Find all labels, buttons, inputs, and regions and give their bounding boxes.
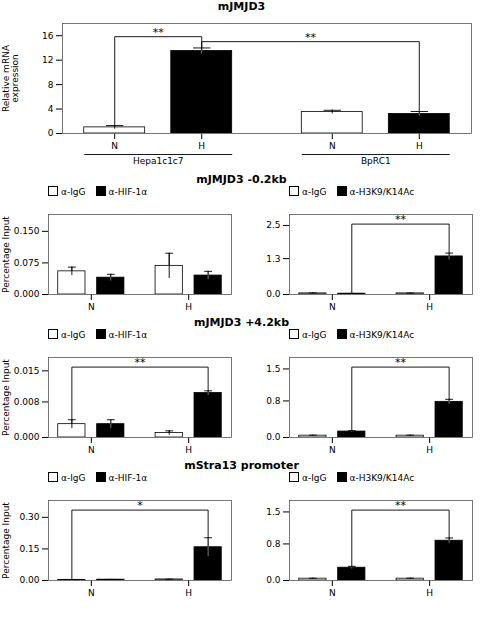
svg-text:0.075: 0.075: [14, 258, 40, 268]
html-text:mJMJD3 -0.2kb: mJMJD3 -0.2kb: [196, 173, 287, 186]
svg-text:8: 8: [48, 79, 54, 89]
html-text:α-HIF-1α: α-HIF-1α: [108, 330, 148, 340]
svg-text:0.0: 0.0: [266, 575, 281, 585]
svg-text:0.0: 0.0: [266, 289, 281, 299]
svg-text:0.30: 0.30: [19, 512, 39, 522]
svg-text:N: N: [329, 445, 336, 455]
svg-text:H: H: [426, 302, 433, 312]
svg-text:H: H: [426, 445, 433, 455]
svg-text:N: N: [88, 588, 95, 598]
html-text:α-IgG: α-IgG: [61, 473, 86, 483]
svg-text:H: H: [426, 588, 433, 598]
svg-text:N: N: [329, 588, 336, 598]
html-text:α-HIF-1α: α-HIF-1α: [108, 473, 148, 483]
svg-text:4: 4: [48, 104, 54, 114]
svg-text:**: **: [395, 213, 407, 226]
html-text:α-IgG: α-IgG: [61, 330, 86, 340]
svg-text:1.5: 1.5: [266, 364, 280, 374]
svg-text:Hepa1c1c7: Hepa1c1c7: [133, 156, 184, 166]
svg-text:H: H: [185, 588, 192, 598]
svg-text:0.015: 0.015: [14, 366, 40, 376]
html-text:α-IgG: α-IgG: [61, 187, 86, 197]
svg-text:Percentage Input: Percentage Input: [1, 216, 11, 293]
svg-text:Percentage Input: Percentage Input: [1, 359, 11, 436]
svg-text:0.15: 0.15: [19, 544, 39, 554]
svg-text:**: **: [395, 499, 407, 512]
svg-text:0.150: 0.150: [14, 226, 40, 236]
svg-text:N: N: [88, 302, 95, 312]
html-text:α-IgG: α-IgG: [302, 473, 327, 483]
svg-text:1.5: 1.5: [266, 507, 280, 517]
html-text:mStra13 promoter: mStra13 promoter: [184, 459, 299, 472]
svg-text:0.000: 0.000: [14, 432, 40, 442]
svg-text:0.8: 0.8: [266, 396, 281, 406]
svg-text:Relative mRNAexpression: Relative mRNAexpression: [1, 44, 20, 112]
svg-text:**: **: [135, 356, 147, 369]
svg-text:1.3: 1.3: [266, 254, 280, 264]
svg-text:12: 12: [42, 55, 53, 65]
svg-text:**: **: [305, 31, 317, 44]
svg-text:H: H: [198, 141, 205, 151]
html-text:mJMJD3: mJMJD3: [217, 0, 266, 13]
svg-text:N: N: [329, 141, 336, 151]
svg-text:0.0: 0.0: [266, 432, 281, 442]
svg-text:H: H: [416, 141, 423, 151]
svg-text:16: 16: [42, 31, 54, 41]
svg-text:0.8: 0.8: [266, 539, 281, 549]
svg-text:0: 0: [48, 128, 54, 138]
html-text:α-IgG: α-IgG: [302, 330, 327, 340]
html-text:α-IgG: α-IgG: [302, 187, 327, 197]
html-text:α-HIF-1α: α-HIF-1α: [108, 187, 148, 197]
html-text:α-H3K9/K14Ac: α-H3K9/K14Ac: [349, 330, 415, 340]
svg-text:N: N: [329, 302, 336, 312]
svg-text:N: N: [111, 141, 118, 151]
html-text:α-H3K9/K14Ac: α-H3K9/K14Ac: [349, 187, 415, 197]
svg-text:0.008: 0.008: [14, 397, 40, 407]
svg-text:0.00: 0.00: [19, 575, 39, 585]
svg-text:**: **: [153, 26, 165, 39]
svg-text:H: H: [185, 302, 192, 312]
svg-text:**: **: [395, 356, 407, 369]
html-text:α-H3K9/K14Ac: α-H3K9/K14Ac: [349, 473, 415, 483]
svg-text:Percentage Input: Percentage Input: [1, 502, 11, 579]
html-text:mJMJD3 +4.2kb: mJMJD3 +4.2kb: [193, 316, 289, 329]
svg-text:H: H: [185, 445, 192, 455]
svg-text:N: N: [88, 445, 95, 455]
svg-text:*: *: [137, 499, 143, 512]
svg-text:BpRC1: BpRC1: [361, 156, 391, 166]
svg-text:2.5: 2.5: [266, 220, 280, 230]
svg-text:0.000: 0.000: [14, 289, 40, 299]
